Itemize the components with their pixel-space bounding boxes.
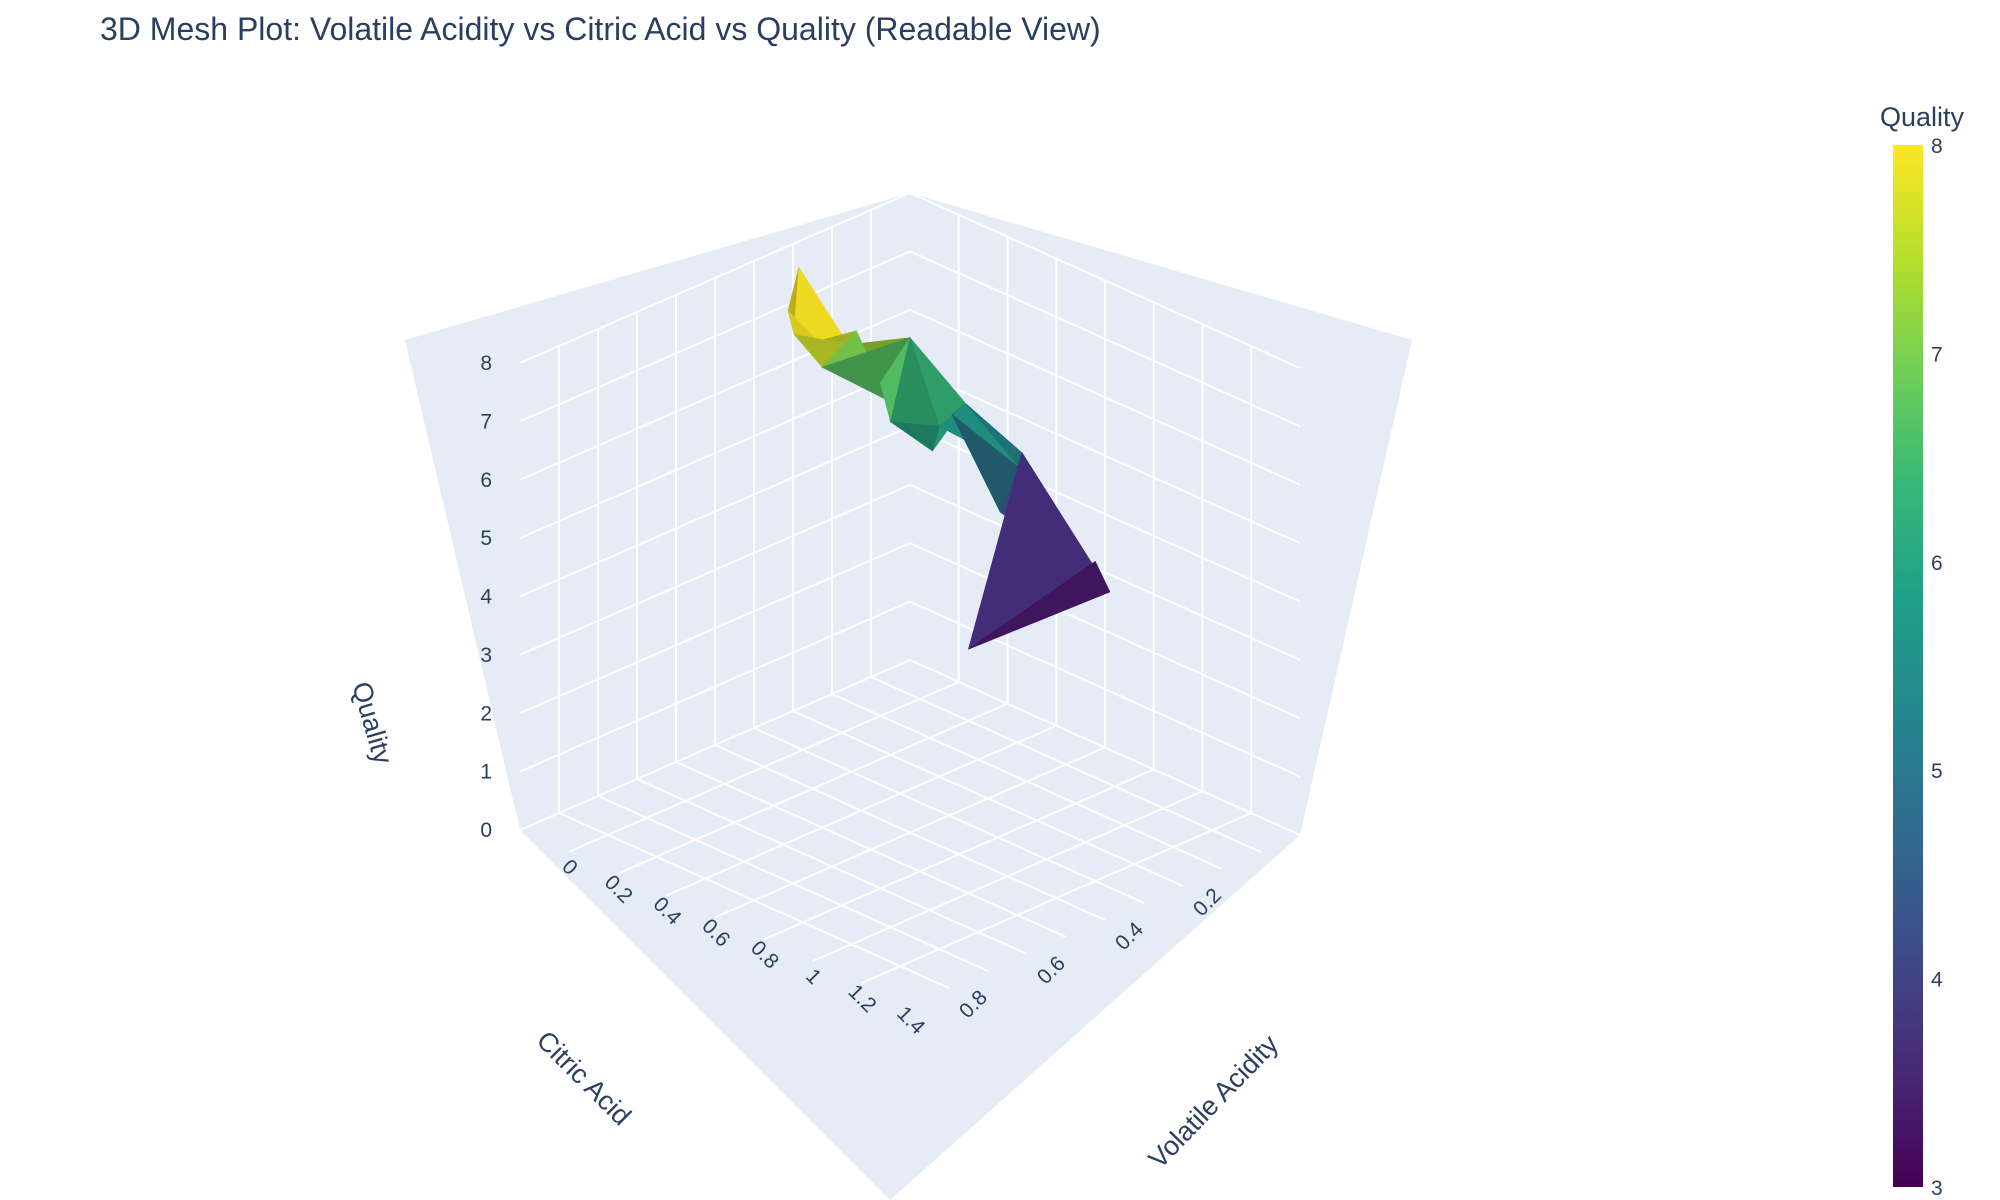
- colorbar-title: Quality: [1880, 102, 1965, 132]
- grid-line-y: [597, 329, 989, 972]
- mesh-surface: [787, 266, 1111, 650]
- back-wall-left: [405, 193, 910, 830]
- colorbar-tick-label: 4: [1931, 969, 1943, 992]
- floor: [520, 660, 1300, 1200]
- grid-line-z: [519, 250, 1301, 428]
- grid-line-x: [617, 236, 1009, 875]
- grid-line-z: [519, 658, 1301, 836]
- colorbar-ticks: 3 4 5 6 7 8: [1931, 135, 1943, 1200]
- z-tick-label: 0: [480, 819, 492, 842]
- z-tick-label: 5: [480, 527, 492, 550]
- colorbar-tick-label: 5: [1931, 760, 1943, 783]
- z-tick-label: 6: [480, 469, 492, 492]
- grid-line-z: [519, 483, 1301, 661]
- colorbar-tick-label: 6: [1931, 552, 1943, 575]
- grid-line-z: [519, 191, 1301, 369]
- grid-line-y: [675, 295, 1067, 938]
- grid-line-y: [558, 346, 950, 989]
- grid-line-z: [519, 308, 1301, 486]
- grid-line-x: [860, 346, 1253, 985]
- grid-line-x: [665, 258, 1058, 897]
- z-tick-label: 4: [480, 586, 492, 609]
- grid-line-x: [763, 302, 1155, 941]
- scene: 0123456780.20.40.60.800.20.40.60.811.21.…: [346, 191, 1412, 1200]
- back-wall-right: [910, 193, 1412, 835]
- colorbar-tick-label: 7: [1931, 343, 1943, 366]
- mesh-triangle: [889, 421, 940, 452]
- z-tick-label: 7: [480, 410, 492, 433]
- grid-line-y: [831, 227, 1223, 870]
- grid-line-x: [568, 214, 960, 853]
- z-tick-label: 8: [480, 352, 492, 375]
- x-axis-title: Volatile Acidity: [1143, 1029, 1285, 1174]
- grid-line-y: [792, 244, 1184, 887]
- grid-line-z: [519, 542, 1301, 720]
- colorbar-tick-label: 3: [1931, 1177, 1943, 1200]
- grid-line-y: [753, 261, 1145, 904]
- colorbar-gradient: [1893, 145, 1923, 1187]
- chart-title: 3D Mesh Plot: Volatile Acidity vs Citric…: [100, 11, 1101, 47]
- z-axis-title: Quality: [346, 678, 398, 768]
- z-tick-label: 1: [480, 761, 492, 784]
- grid-line-y: [636, 312, 1028, 955]
- z-tick-label: 3: [480, 644, 492, 667]
- grid-line-x: [714, 280, 1106, 919]
- colorbar: Quality 3 4 5 6 7 8: [1880, 102, 1965, 1200]
- grid-lines: [519, 191, 1301, 989]
- z-tick-label: 2: [480, 702, 492, 725]
- mesh-triangle: [968, 560, 1111, 650]
- y-axis-title: Citric Acid: [531, 1025, 637, 1131]
- grid-line-y: [714, 278, 1106, 921]
- grid-line-z: [519, 600, 1301, 778]
- grid-line-x: [812, 324, 1204, 963]
- colorbar-tick-label: 8: [1931, 135, 1943, 158]
